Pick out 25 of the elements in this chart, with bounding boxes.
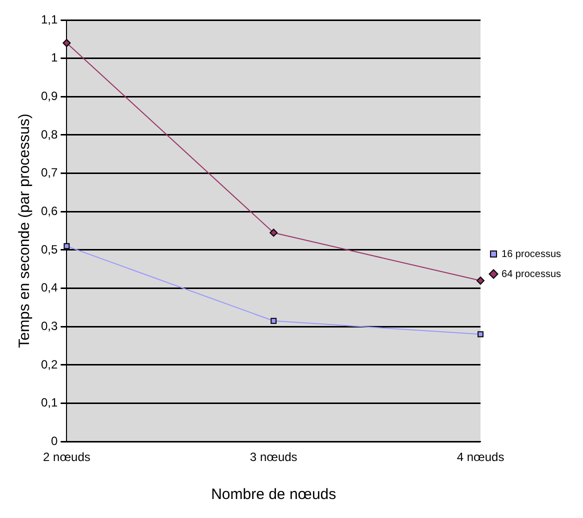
y-tick-label: 0,7 <box>40 166 58 180</box>
point <box>270 228 278 237</box>
y-tick-label: 0,4 <box>40 280 58 295</box>
legend-label: 64 processus <box>502 268 562 280</box>
y-tick-label: 0,5 <box>40 242 58 256</box>
y-tick-label: 0,3 <box>40 318 58 333</box>
point <box>270 318 277 324</box>
y-axis-title: Temps en seconde (par processus) <box>16 114 34 348</box>
y-tick-label: 1 <box>50 50 58 65</box>
y-tick-label: 0,6 <box>40 204 58 218</box>
y-tick-label: 0,8 <box>40 127 58 142</box>
point <box>64 243 70 250</box>
point <box>62 38 71 47</box>
legend-label: 16 processus <box>502 248 562 260</box>
y-tick-label: 0,9 <box>40 88 58 103</box>
x-axis-title: Nombre de nœuds <box>211 486 336 504</box>
point <box>476 276 485 285</box>
y-tick-label: 0 <box>50 434 58 448</box>
x-tick-label: 2 nœuds <box>43 450 90 464</box>
y-tick-label: 1,1 <box>40 12 58 26</box>
point <box>478 331 484 338</box>
x-tick-label: 4 nœuds <box>456 450 504 464</box>
y-tick-label: 0,2 <box>40 357 58 372</box>
x-tick-label: 3 nœuds <box>250 450 298 464</box>
y-tick-label: 0,1 <box>40 396 58 410</box>
